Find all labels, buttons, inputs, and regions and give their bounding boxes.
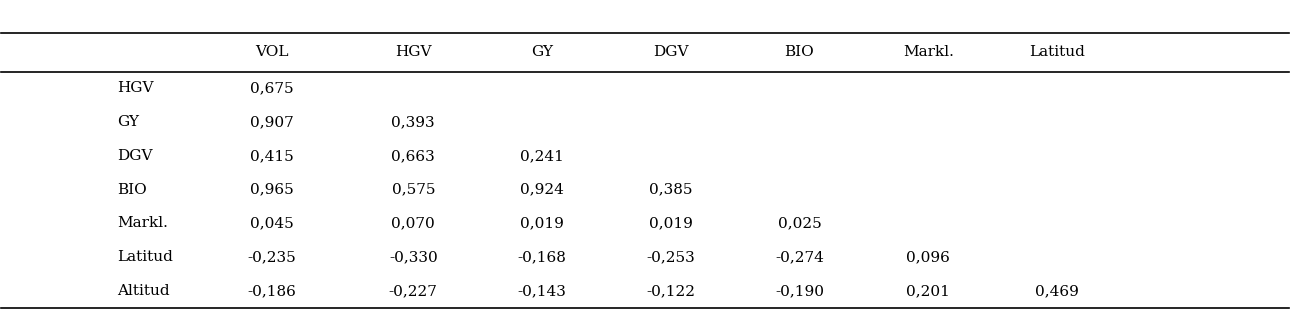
- Text: 0,019: 0,019: [520, 216, 564, 231]
- Text: HGV: HGV: [117, 81, 154, 96]
- Text: Latitud: Latitud: [117, 250, 173, 264]
- Text: Latitud: Latitud: [1029, 45, 1085, 60]
- Text: 0,965: 0,965: [250, 183, 294, 197]
- Text: 0,045: 0,045: [250, 216, 294, 231]
- Text: -0,235: -0,235: [248, 250, 297, 264]
- Text: Markl.: Markl.: [117, 216, 168, 231]
- Text: -0,227: -0,227: [388, 284, 437, 298]
- Text: -0,274: -0,274: [775, 250, 824, 264]
- Text: HGV: HGV: [395, 45, 432, 60]
- Text: -0,168: -0,168: [517, 250, 566, 264]
- Text: Markl.: Markl.: [903, 45, 953, 60]
- Text: 0,241: 0,241: [520, 149, 564, 163]
- Text: 0,025: 0,025: [778, 216, 822, 231]
- Text: BIO: BIO: [117, 183, 147, 197]
- Text: -0,190: -0,190: [775, 284, 824, 298]
- Text: 0,907: 0,907: [250, 115, 294, 129]
- Text: 0,575: 0,575: [392, 183, 435, 197]
- Text: 0,385: 0,385: [649, 183, 693, 197]
- Text: 0,924: 0,924: [520, 183, 564, 197]
- Text: 0,070: 0,070: [391, 216, 435, 231]
- Text: BIO: BIO: [784, 45, 814, 60]
- Text: Altitud: Altitud: [117, 284, 170, 298]
- Text: -0,253: -0,253: [646, 250, 695, 264]
- Text: VOL: VOL: [255, 45, 289, 60]
- Text: DGV: DGV: [653, 45, 689, 60]
- Text: 0,469: 0,469: [1035, 284, 1078, 298]
- Text: 0,201: 0,201: [907, 284, 951, 298]
- Text: -0,143: -0,143: [517, 284, 566, 298]
- Text: 0,019: 0,019: [649, 216, 693, 231]
- Text: GY: GY: [117, 115, 139, 129]
- Text: DGV: DGV: [117, 149, 152, 163]
- Text: -0,330: -0,330: [388, 250, 437, 264]
- Text: 0,393: 0,393: [391, 115, 435, 129]
- Text: GY: GY: [531, 45, 553, 60]
- Text: 0,675: 0,675: [250, 81, 294, 96]
- Text: 0,663: 0,663: [391, 149, 435, 163]
- Text: -0,122: -0,122: [646, 284, 695, 298]
- Text: 0,096: 0,096: [907, 250, 951, 264]
- Text: 0,415: 0,415: [250, 149, 294, 163]
- Text: -0,186: -0,186: [248, 284, 297, 298]
